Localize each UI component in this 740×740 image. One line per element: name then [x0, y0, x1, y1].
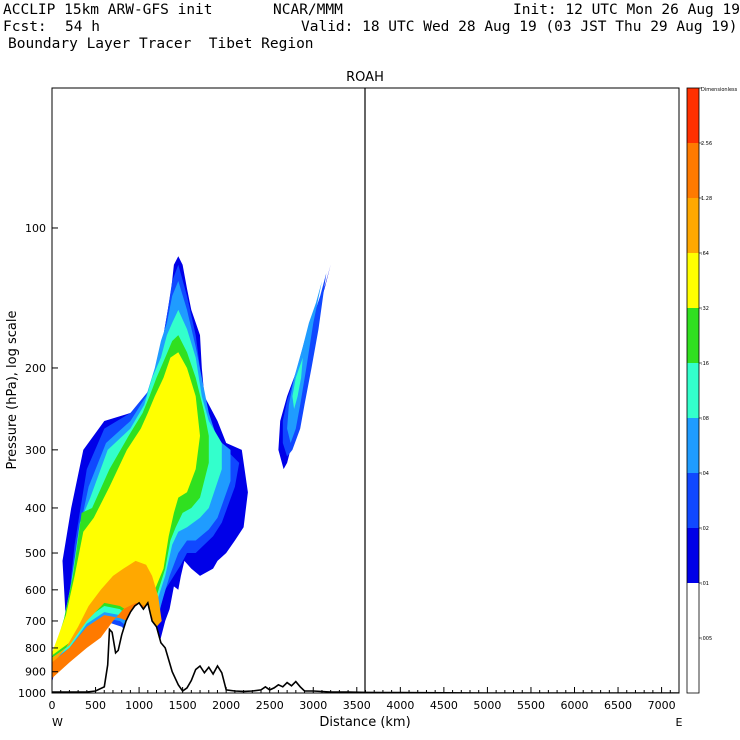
valid-time: Valid: 18 UTC Wed 28 Aug 19 (03 JST Thu … [301, 19, 738, 35]
forecast-hours: 54 h [65, 19, 100, 35]
y-axis-label: Pressure (hPa), log scale [5, 311, 20, 470]
x-tick-label: 500 [85, 699, 106, 712]
colorbar-label: .16 [701, 361, 709, 367]
colorbar-swatch [687, 418, 699, 473]
colorbar-swatch [687, 308, 699, 363]
y-tick-label: 200 [25, 362, 46, 375]
colorbar-swatch [687, 143, 699, 198]
colorbar-swatch [687, 528, 699, 583]
x-tick-label: 7000 [648, 699, 676, 712]
terrain-mask [52, 602, 679, 693]
colorbar-label: Dimensionless [701, 87, 738, 93]
colorbar-label: 2.56 [701, 141, 712, 147]
colorbar-swatch [687, 638, 699, 693]
colorbar-swatch [687, 363, 699, 418]
y-tick-label: 700 [25, 615, 46, 628]
x-axis-label: Distance (km) [319, 715, 410, 730]
forecast-label: Fcst: [3, 19, 47, 35]
x-tick-label: 6500 [604, 699, 632, 712]
field-title: Boundary Layer Tracer Tibet Region [8, 36, 314, 52]
colorbar-label: .005 [701, 636, 712, 642]
x-tick-label: 5500 [517, 699, 545, 712]
colorbar-label: .64 [701, 251, 709, 257]
colorbar-swatch [687, 583, 699, 638]
colorbar-swatch [687, 198, 699, 253]
y-tick-label: 800 [25, 642, 46, 655]
x-tick-label: 5000 [473, 699, 501, 712]
x-tick-label: 1500 [169, 699, 197, 712]
x-tick-label: 3000 [299, 699, 327, 712]
colorbar-swatch [687, 253, 699, 308]
y-tick-label: 100 [25, 222, 46, 235]
y-tick-label: 900 [25, 666, 46, 679]
x-tick-label: 1000 [125, 699, 153, 712]
terrain-line [52, 600, 679, 693]
y-tick-label: 400 [25, 502, 46, 515]
contour-east-0p04 [287, 281, 322, 443]
colorbar-frame [686, 87, 700, 694]
x-tick-label: 6000 [561, 699, 589, 712]
chart-title: ROAH [346, 70, 384, 85]
colorbar-label: .32 [701, 306, 709, 312]
institution-label: NCAR/MMM [273, 2, 343, 18]
contour-main-0p64 [52, 560, 162, 665]
colorbar-label: .01 [701, 581, 709, 587]
east-label: E [676, 716, 683, 729]
x-tick-label: 2500 [256, 699, 284, 712]
colorbar: Dimensionless 2.56 1.28 .64 .32 .16 .08 .04 .02.… [686, 87, 738, 694]
colorbar-label: .08 [701, 416, 709, 422]
tracer-contours [52, 256, 331, 683]
terrain-profile [52, 600, 679, 693]
colorbar-label: .04 [701, 471, 709, 477]
x-tick-label: 4500 [430, 699, 458, 712]
x-tick-label: 0 [49, 699, 56, 712]
contour-east-0p08 [292, 357, 303, 409]
y-tick-label: 600 [25, 584, 46, 597]
colorbar-swatch [687, 88, 699, 143]
contour-main-0p32 [52, 352, 200, 656]
init-time: Init: 12 UTC Mon 26 Aug 19 [513, 2, 740, 18]
colorbar-swatch [687, 473, 699, 528]
colorbar-label: .02 [701, 526, 709, 532]
y-tick-label: 1000 [18, 687, 46, 700]
model-title: ACCLIP 15km ARW-GFS init [3, 2, 213, 18]
x-tick-label: 2000 [212, 699, 240, 712]
colorbar-label: 1.28 [701, 196, 712, 202]
x-tick-label: 3500 [343, 699, 371, 712]
y-tick-label: 500 [25, 547, 46, 560]
y-tick-label: 300 [25, 444, 46, 457]
west-label: W [52, 716, 63, 729]
x-tick-label: 4000 [386, 699, 414, 712]
